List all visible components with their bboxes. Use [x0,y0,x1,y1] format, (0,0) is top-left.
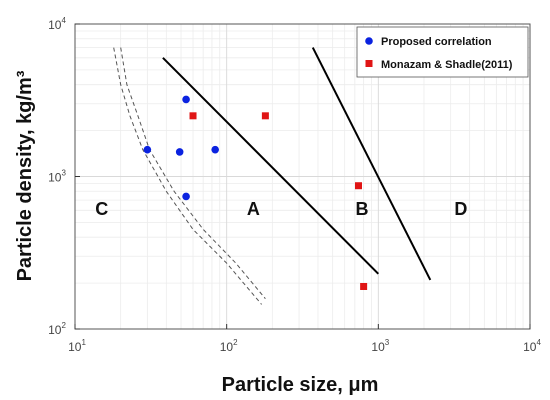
legend-label-proposed: Proposed correlation [381,36,492,48]
legend-marker-monazam [365,60,373,67]
data-point-proposed [143,145,152,154]
region-label-c: C [95,199,108,219]
region-label-a: A [247,199,260,219]
legend: Proposed correlation Monazam & Shadle(20… [356,26,529,78]
boundary-line [311,47,432,281]
regime-boundaries [113,47,432,305]
x-tick-label: 102 [220,338,238,354]
y-tick-label: 103 [48,169,66,185]
y-tick-label: 102 [48,321,66,337]
boundary-line [162,57,380,275]
data-point-monazam [360,282,368,290]
x-axis-label: Particle size, μm [222,374,379,396]
y-axis-label: Particle density, kg/m³ [14,70,36,281]
x-tick-label: 101 [68,338,86,354]
boundary-dashed-line [120,47,266,300]
x-tick-label: 104 [523,338,541,354]
legend-marker-proposed [365,37,373,45]
legend-label-monazam: Monazam & Shadle(2011) [381,59,513,71]
data-points [143,95,368,290]
x-tick-label: 103 [371,338,389,354]
data-point-proposed [182,95,190,104]
data-point-proposed [175,148,184,156]
data-point-monazam [261,112,269,120]
region-label-b: B [355,199,368,219]
boundary-dashed-line [113,47,262,305]
y-tick-label: 104 [48,16,66,32]
region-label-d: D [454,199,467,219]
data-point-monazam [189,112,197,120]
data-point-proposed [211,145,219,154]
legend-box [356,26,529,78]
data-point-proposed [182,192,190,201]
data-point-monazam [355,182,363,190]
